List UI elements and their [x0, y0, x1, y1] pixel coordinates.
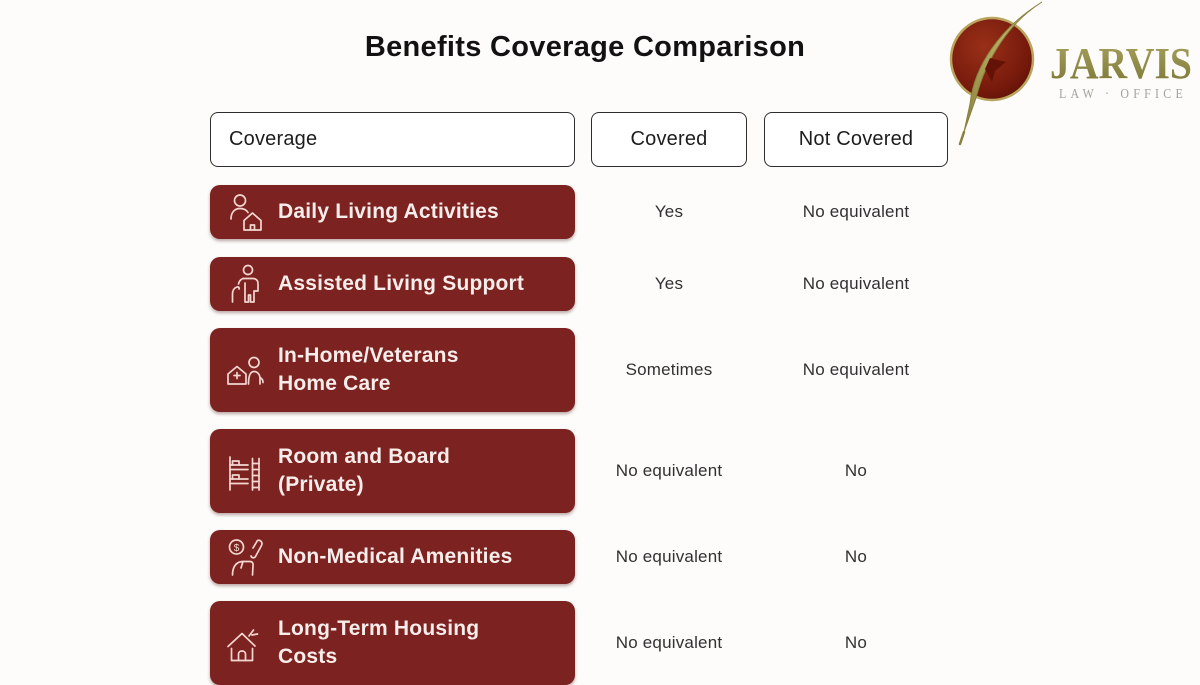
coverage-label: In-Home/Veterans Home Care: [278, 344, 459, 395]
bunk-bed-icon: [222, 448, 268, 494]
comparison-table: Coverage Covered Not Covered Daily Livin…: [210, 112, 948, 685]
table-header-row: Coverage Covered Not Covered: [210, 112, 948, 167]
table-row: $ Non-Medical Amenities No equivalent No: [210, 530, 948, 584]
not-covered-cell: No equivalent: [802, 202, 910, 221]
covered-cell: Sometimes: [625, 360, 713, 379]
house-icon: [222, 620, 268, 666]
column-header-covered: Covered: [591, 112, 747, 167]
covered-cell: No equivalent: [615, 547, 723, 566]
not-covered-cell: No: [844, 633, 868, 652]
table-row: Daily Living Activities Yes No equivalen…: [210, 185, 948, 239]
elderly-person-cane-icon: [222, 261, 268, 307]
not-covered-cell: No equivalent: [802, 360, 910, 379]
coverage-label-box: Assisted Living Support: [210, 257, 575, 311]
person-home-icon: [222, 189, 268, 235]
covered-cell: Yes: [654, 202, 684, 221]
coverage-label: Room and Board (Private): [278, 445, 450, 496]
page-title: Benefits Coverage Comparison: [364, 31, 806, 63]
coverage-label-box: $ Non-Medical Amenities: [210, 530, 575, 584]
not-covered-cell: No equivalent: [802, 274, 910, 293]
not-covered-cell: No: [844, 547, 868, 566]
column-header-not-covered: Not Covered: [764, 112, 948, 167]
coverage-label: Assisted Living Support: [278, 272, 525, 296]
table-row: Assisted Living Support Yes No equivalen…: [210, 257, 948, 311]
coverage-label: Daily Living Activities: [278, 200, 499, 224]
coverage-label-box: Daily Living Activities: [210, 185, 575, 239]
covered-cell: No equivalent: [615, 461, 723, 480]
table-row: Room and Board (Private) No equivalent N…: [210, 429, 948, 513]
covered-cell: No equivalent: [615, 633, 723, 652]
table-row: Long-Term Housing Costs No equivalent No: [210, 601, 948, 685]
jarvis-law-office-logo: JARVIS LAW · OFFICE: [949, 1, 1192, 146]
logo-subtitle: LAW · OFFICE: [1059, 87, 1187, 102]
svg-text:$: $: [234, 543, 240, 554]
table-row: In-Home/Veterans Home Care Sometimes No …: [210, 328, 948, 412]
coverage-label-box: Long-Term Housing Costs: [210, 601, 575, 685]
coverage-label: Non-Medical Amenities: [278, 545, 513, 569]
hand-dollar-coin-icon: $: [222, 534, 268, 580]
medical-home-person-icon: [222, 347, 268, 393]
not-covered-cell: No: [844, 461, 868, 480]
coverage-label: Long-Term Housing Costs: [278, 617, 480, 668]
coverage-label-box: In-Home/Veterans Home Care: [210, 328, 575, 412]
covered-cell: Yes: [654, 274, 684, 293]
logo-wordmark: JARVIS: [1050, 39, 1192, 88]
quill-circle-emblem: [949, 1, 1043, 146]
coverage-label-box: Room and Board (Private): [210, 429, 575, 513]
column-header-coverage: Coverage: [210, 112, 575, 167]
